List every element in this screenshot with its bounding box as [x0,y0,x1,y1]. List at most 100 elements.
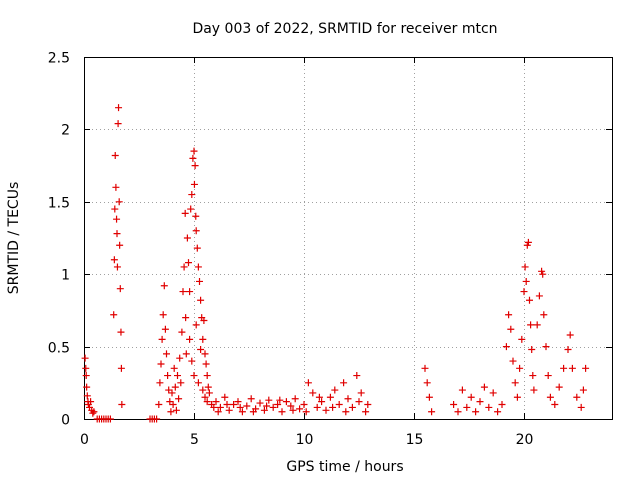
data-point [505,311,513,319]
data-point [163,350,170,358]
x-axis-label: GPS time / hours [286,459,403,475]
data-point [203,372,211,380]
data-point [196,277,203,285]
data-point [278,408,286,416]
data-point [202,360,210,368]
data-point [106,415,114,423]
data-point [194,379,202,387]
x-tick-label: 5 [190,432,199,448]
data-point [114,120,122,128]
data-point [296,405,304,413]
data-point [117,328,125,336]
data-point [247,395,255,403]
data-point [186,288,194,296]
data-point [274,401,282,409]
data-point [326,393,334,401]
data-point [112,183,120,191]
data-point [188,357,196,365]
data-point [573,393,581,401]
data-point [344,395,352,403]
data-point [577,403,585,411]
data-point [170,364,178,372]
plot-frame [84,57,613,420]
data-point [199,386,207,394]
x-tick-label: 0 [80,432,89,448]
data-point [551,401,559,409]
data-point [190,180,198,188]
data-point [87,398,95,406]
data-point [191,162,199,170]
data-point [276,396,284,404]
data-point [115,104,123,112]
grid [84,57,612,419]
data-point [476,398,484,406]
data-point [190,147,198,155]
data-point [164,372,172,380]
data-point [269,403,277,411]
data-point [177,379,185,387]
data-point [187,205,195,213]
data-point [544,372,552,380]
data-point [189,154,197,162]
data-point [502,343,510,351]
data-point [225,406,233,414]
data-point [192,321,200,329]
data-point [111,205,119,213]
data-point [221,393,229,401]
y-axis-label: SRMTID / TECUs [6,182,22,295]
data-point [423,379,431,387]
data-point [153,415,161,423]
data-point [199,335,207,343]
data-point [507,325,515,333]
data-point [111,151,119,159]
data-point [168,389,176,397]
data-point [155,401,163,409]
data-point [201,393,209,401]
data-point [117,364,125,372]
data-point [116,241,124,249]
data-point [212,398,220,406]
data-point [82,372,90,380]
data-point [421,364,429,372]
data-point [309,389,317,397]
data-point [265,396,273,404]
data-point [210,403,218,411]
data-point [175,395,183,403]
data-point [171,383,179,391]
data-point [300,401,308,409]
y-tick-label: 2 [61,123,70,139]
data-point [302,408,310,416]
data-point [214,408,222,416]
x-tick-label: 10 [296,432,314,448]
data-point [83,392,91,400]
data-point [555,383,563,391]
data-point [428,408,436,416]
data-point [521,263,529,271]
data-point [90,408,98,416]
data-point [116,285,124,293]
data-point [480,383,488,391]
y-tick-label: 1 [61,268,70,284]
data-point [110,256,118,264]
data-point [348,403,356,411]
data-point [192,212,200,220]
data-point [113,230,121,238]
data-point [568,364,576,372]
data-point [458,386,466,394]
data-point [472,408,480,416]
data-point [467,393,475,401]
data-point [287,402,295,410]
data-point [282,398,290,406]
x-tick-label: 20 [516,432,534,448]
data-point [260,406,268,414]
data-point [289,406,297,414]
chart-title: Day 003 of 2022, SRMTID for receiver mtc… [192,21,497,37]
data-point [172,406,180,414]
data-point [463,403,471,411]
data-point [513,393,521,401]
data-point [190,372,198,380]
data-point [518,335,526,343]
data-point [524,238,532,246]
data-point [527,321,535,329]
data-point [318,398,326,406]
